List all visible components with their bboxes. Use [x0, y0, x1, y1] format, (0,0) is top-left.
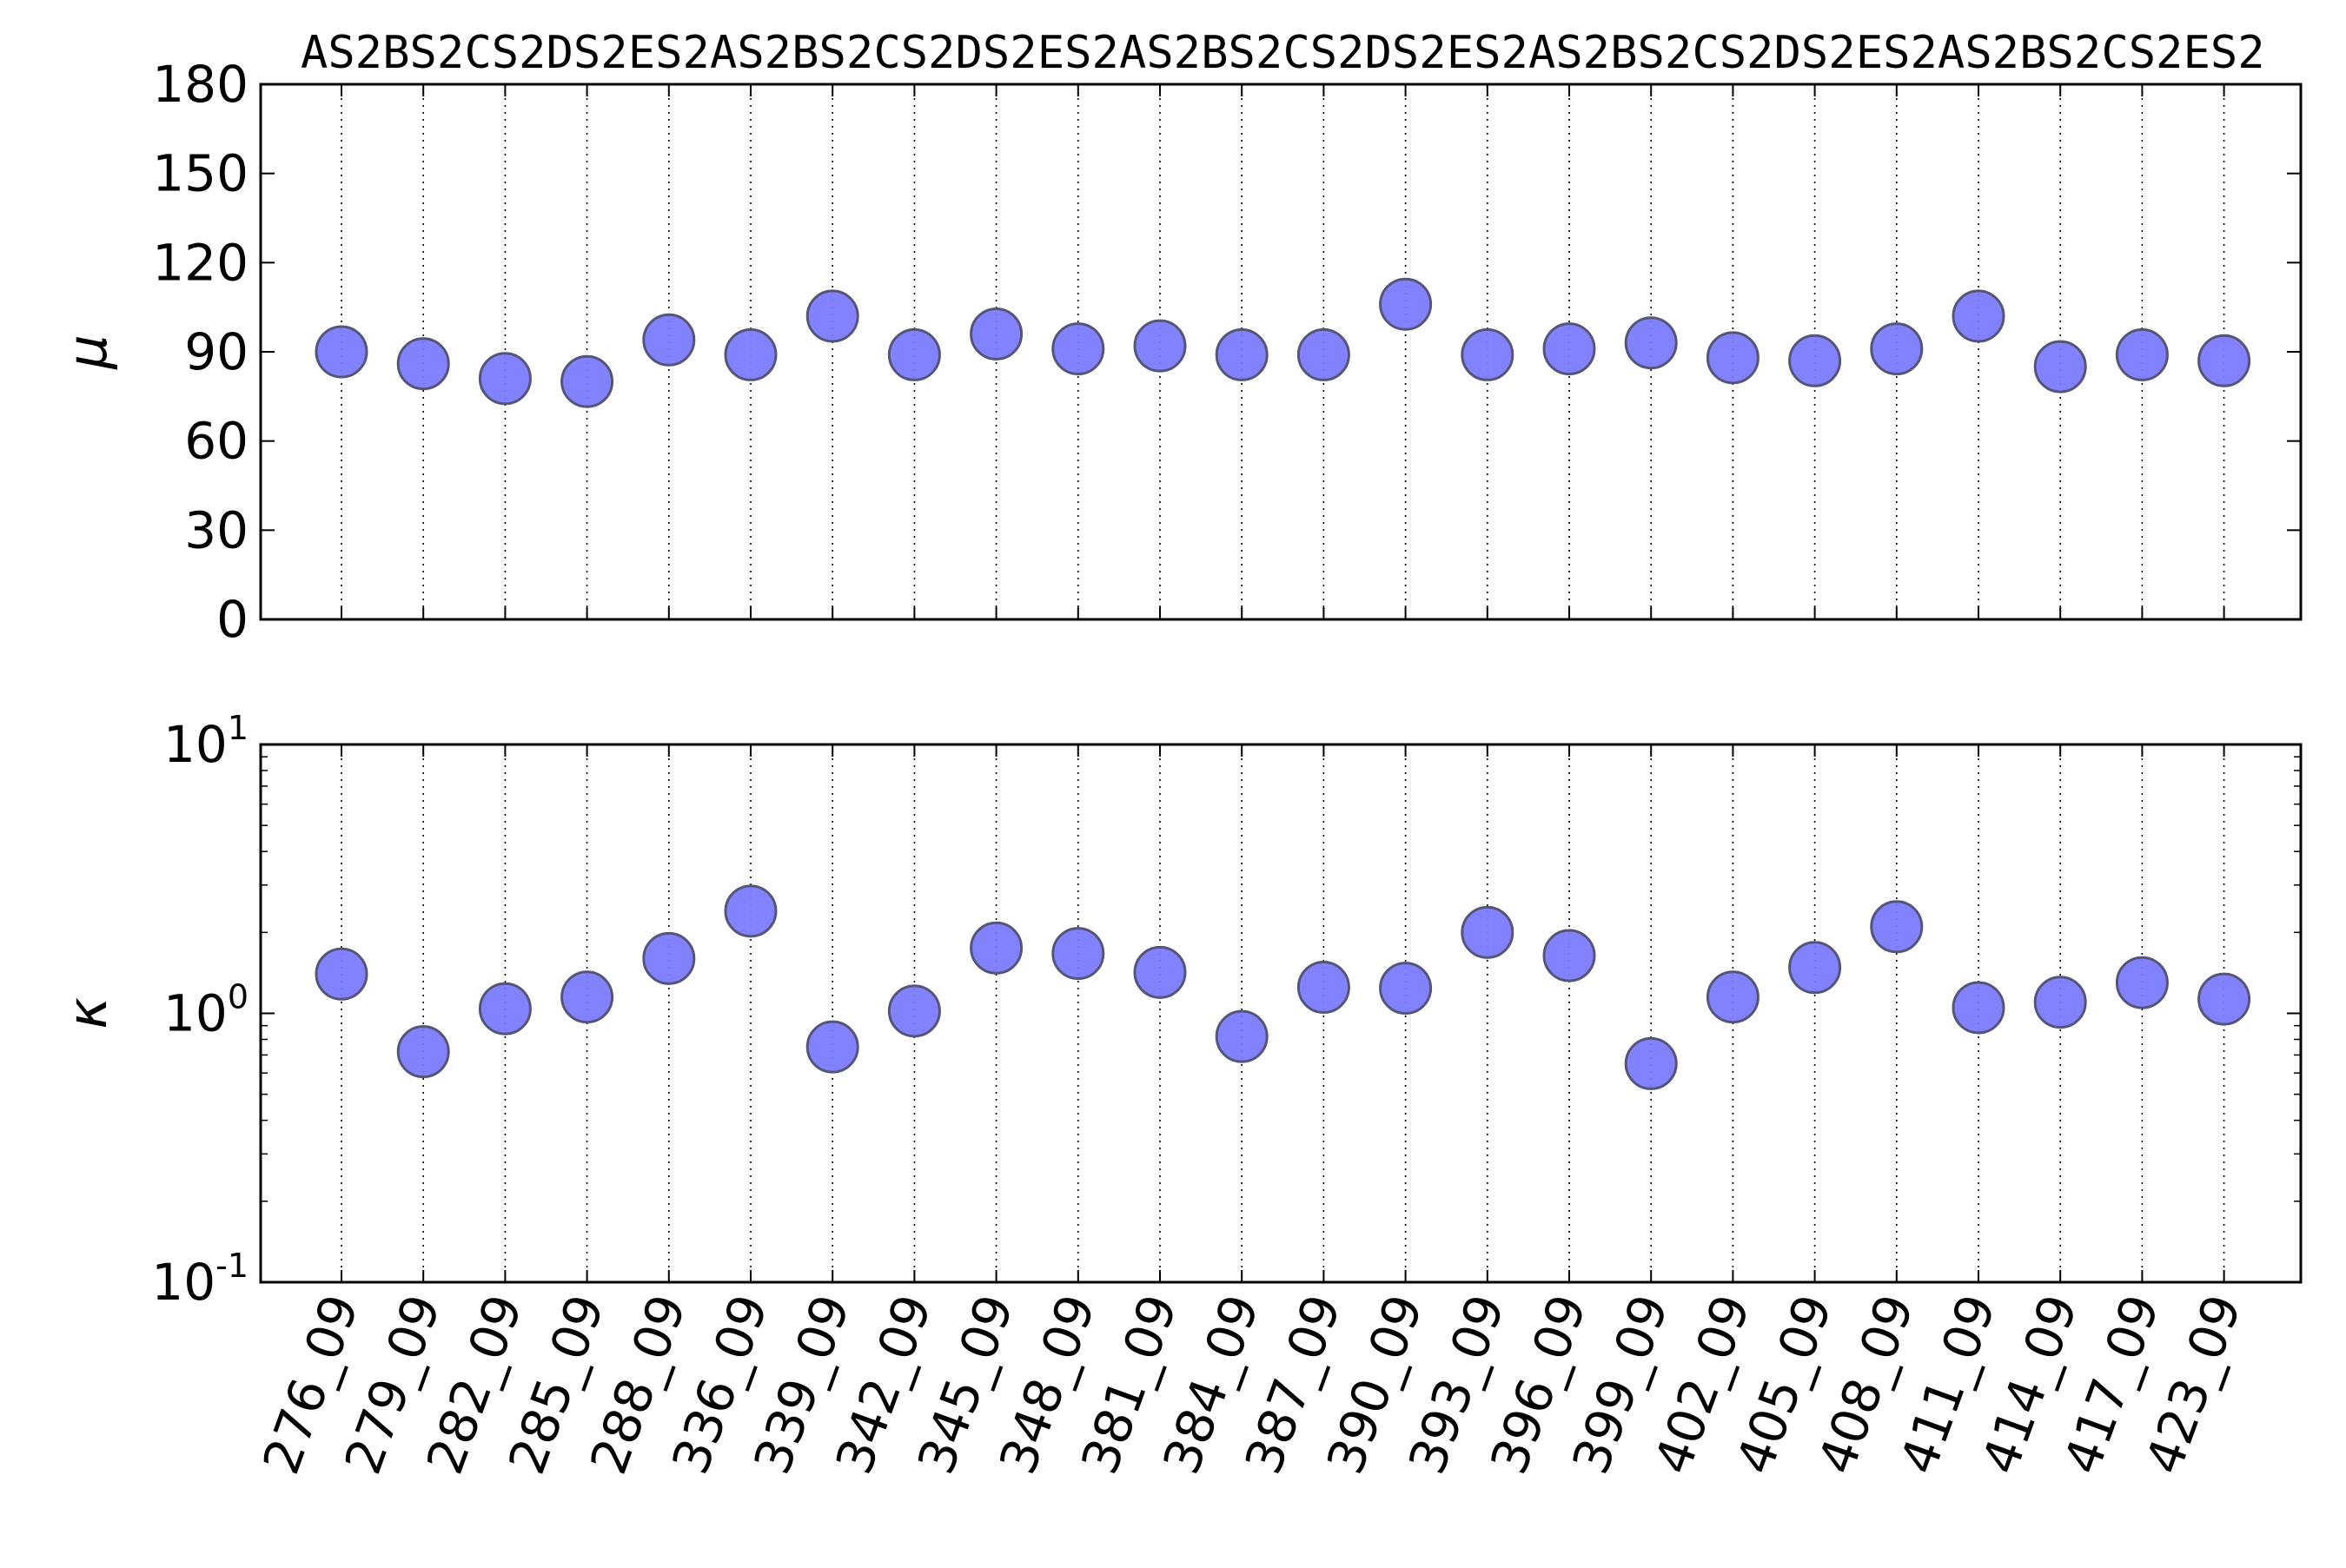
top-category-label: AS2: [1528, 27, 1610, 79]
plot-frame: [259, 743, 2303, 1284]
plot-frame: [259, 83, 2303, 621]
data-point: [970, 921, 1024, 975]
top-category-label: BS2: [382, 27, 464, 79]
y-tick-label: 120: [152, 233, 249, 292]
data-point: [1379, 277, 1433, 331]
top-category-label: DS2: [1774, 27, 1856, 79]
data-point: [1051, 927, 1105, 981]
top-category-label: AS2: [1938, 27, 2019, 79]
data-point: [1133, 945, 1187, 999]
data-point: [1215, 1009, 1269, 1063]
data-point: [1624, 316, 1678, 370]
top-category-label: DS2: [547, 27, 628, 79]
data-point: [1379, 962, 1433, 1016]
data-point: [2115, 956, 2169, 1009]
y-tick-label: 90: [184, 322, 249, 381]
data-point: [315, 947, 368, 1001]
data-point: [642, 931, 696, 985]
data-point: [887, 984, 941, 1038]
top-category-label: CS2: [464, 27, 546, 79]
top-category-label: CS2: [873, 27, 955, 79]
y-axis-label: κ: [56, 997, 119, 1029]
top-category-label: CS2: [1692, 27, 1773, 79]
y-tick-label: 100: [163, 978, 249, 1043]
data-point: [1952, 981, 2005, 1035]
data-point: [970, 307, 1024, 361]
data-point: [560, 970, 614, 1024]
data-point: [1788, 334, 1842, 387]
top-category-label: CS2: [1282, 27, 1364, 79]
top-category-label: ES2: [1037, 27, 1119, 79]
data-point: [2033, 340, 2087, 394]
data-point: [1215, 327, 1269, 381]
y-tick-label: 101: [163, 709, 249, 774]
data-point: [724, 327, 778, 381]
data-point: [1461, 905, 1514, 959]
top-category-label: ES2: [628, 27, 710, 79]
data-point: [315, 325, 368, 379]
data-point: [1051, 322, 1105, 376]
data-point: [805, 1020, 859, 1074]
data-point: [1706, 331, 1760, 385]
data-point: [2197, 334, 2251, 387]
y-tick-label: 30: [184, 500, 249, 559]
data-point: [1788, 941, 1842, 995]
y-tick-label: 180: [152, 55, 249, 114]
data-point: [642, 313, 696, 367]
data-point: [1296, 327, 1350, 381]
y-tick-label: 150: [152, 144, 249, 203]
data-point: [1133, 319, 1187, 373]
data-point: [396, 1025, 450, 1079]
data-point: [1870, 322, 1924, 376]
data-point: [1542, 929, 1596, 982]
y-axis-label: μ: [56, 334, 119, 369]
data-point: [560, 354, 614, 408]
data-point: [1624, 1036, 1678, 1090]
top-category-label: BS2: [2019, 27, 2101, 79]
data-point: [1461, 327, 1514, 381]
data-point: [724, 884, 778, 938]
top-category-label: CS2: [2101, 27, 2183, 79]
data-point: [1706, 970, 1760, 1024]
y-tick-label: 0: [216, 590, 249, 649]
data-point: [478, 352, 532, 406]
data-point: [478, 982, 532, 1035]
top-category-label: AS2: [301, 27, 382, 79]
data-point: [2033, 976, 2087, 1029]
y-tick-label: 10-1: [151, 1247, 249, 1312]
data-point: [2115, 327, 2169, 381]
data-point: [1296, 961, 1350, 1015]
data-point: [887, 327, 941, 381]
top-category-label: AS2: [710, 27, 792, 79]
top-category-label: BS2: [792, 27, 873, 79]
top-category-label: AS2: [1119, 27, 1201, 79]
data-point: [805, 289, 859, 343]
top-category-label: BS2: [1610, 27, 1692, 79]
data-point: [1870, 900, 1924, 954]
data-point: [396, 337, 450, 391]
data-point: [1952, 289, 2005, 343]
panel-bottom: 10-1100101κ276_09279_09282_09285_09288_0…: [56, 709, 2303, 1481]
y-tick-label: 60: [184, 412, 249, 471]
data-point: [2197, 972, 2251, 1026]
data-point: [1542, 322, 1596, 376]
top-category-label: ES2: [2184, 27, 2265, 79]
top-category-label: DS2: [1365, 27, 1447, 79]
top-category-label: ES2: [1447, 27, 1528, 79]
top-category-label: ES2: [1856, 27, 1938, 79]
top-category-label: BS2: [1201, 27, 1282, 79]
top-category-label: DS2: [956, 27, 1037, 79]
